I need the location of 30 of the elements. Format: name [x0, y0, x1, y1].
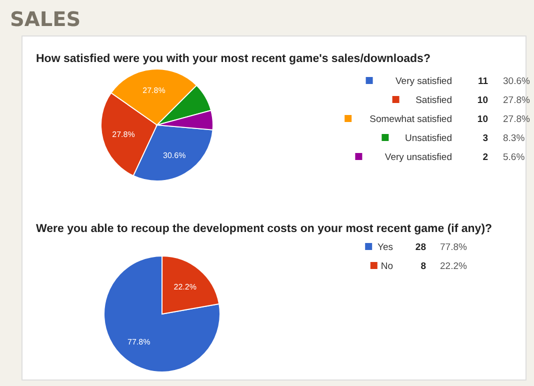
text: 5.6% [503, 152, 526, 163]
text: 10 [477, 95, 488, 106]
text: 77.8% [440, 242, 468, 253]
chart-subtitle: How satisfied were you with your most recent game's sales/downloads? [36, 53, 430, 65]
legend-label: Unsatisfied [405, 133, 452, 144]
text: 3 [482, 133, 488, 144]
text: 8 [420, 261, 426, 272]
text: 30.6% [503, 76, 530, 87]
legend-label: Very unsatisfied [384, 152, 452, 163]
text: 10 [477, 114, 488, 125]
legend-label: Very satisfied [396, 76, 452, 87]
pie-slice [104, 256, 220, 372]
data-label: 77.8% [128, 337, 150, 346]
data-label: 27.8% [112, 130, 135, 139]
text: 2 [482, 152, 488, 163]
data-label: 22.2% [174, 282, 196, 292]
text: 22.2% [440, 261, 468, 272]
text: 27.8% [503, 95, 530, 106]
data-label: 27.8% [142, 86, 166, 96]
chart-title: Were you able to recoup the development costs on your most recent game (if any)? [36, 223, 492, 235]
legend-label: Yes [378, 242, 394, 253]
text: 8.3% [503, 133, 526, 144]
legend-label: Somewhat satisfied [370, 114, 452, 125]
legend-label: No [380, 261, 393, 272]
text: 27.8% [503, 114, 530, 125]
text: 11 [478, 76, 489, 87]
chart-title: SALES [10, 7, 81, 31]
text: 28 [415, 242, 426, 253]
legend-label: Satisfied [416, 95, 452, 106]
data-label: 30.6% [163, 150, 186, 160]
